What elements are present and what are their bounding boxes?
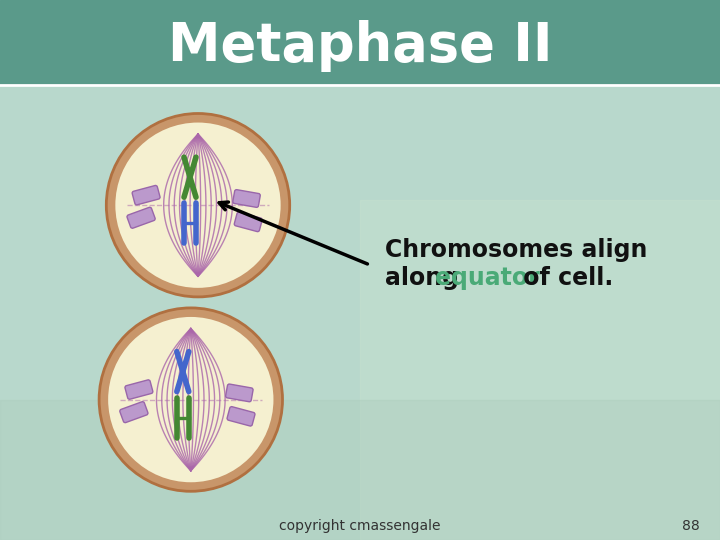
Text: Metaphase II: Metaphase II (168, 20, 552, 72)
FancyBboxPatch shape (227, 407, 255, 426)
FancyBboxPatch shape (127, 207, 156, 228)
FancyBboxPatch shape (225, 384, 253, 402)
Text: Chromosomes align: Chromosomes align (385, 238, 647, 262)
Bar (360, 200, 720, 540)
Bar (0, 400, 720, 540)
Text: of cell.: of cell. (515, 266, 613, 290)
FancyBboxPatch shape (234, 212, 262, 232)
FancyBboxPatch shape (120, 402, 148, 423)
Text: equator: equator (435, 266, 540, 290)
Circle shape (107, 113, 289, 297)
Text: copyright cmassengale: copyright cmassengale (279, 519, 441, 533)
Circle shape (107, 316, 274, 483)
FancyBboxPatch shape (233, 190, 260, 207)
FancyBboxPatch shape (125, 380, 153, 399)
Text: along: along (385, 266, 467, 290)
Text: 88: 88 (683, 519, 700, 533)
Circle shape (114, 122, 282, 289)
FancyBboxPatch shape (132, 185, 160, 205)
Circle shape (99, 308, 282, 491)
Bar (0, 0, 720, 85)
